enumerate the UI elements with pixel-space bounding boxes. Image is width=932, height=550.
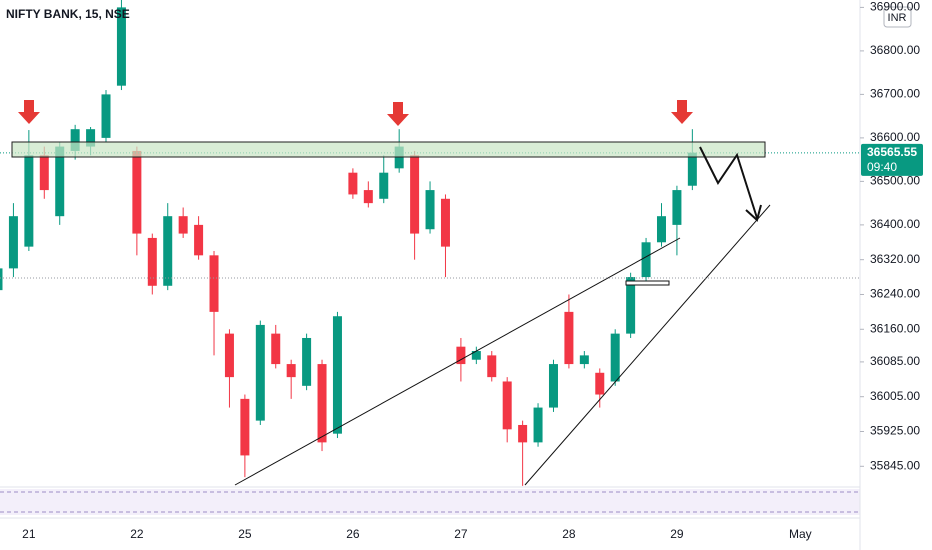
- candle-body: [687, 152, 697, 186]
- x-tick-label: May: [789, 527, 812, 541]
- candle-body: [302, 337, 312, 386]
- last-price-label: 36565.55: [867, 145, 917, 159]
- y-tick-label: 36900.00: [870, 0, 920, 14]
- candle-body: [656, 216, 666, 243]
- candle-body: [440, 198, 450, 247]
- candle-body: [348, 172, 358, 195]
- chart-title: NIFTY BANK, 15, NSE: [6, 7, 130, 21]
- candle-body: [471, 351, 481, 360]
- y-tick-label: 36600.00: [870, 130, 920, 144]
- candle-body: [194, 224, 204, 256]
- candle-body: [178, 216, 188, 234]
- y-tick-label: 36700.00: [870, 87, 920, 101]
- y-tick-label: 36005.00: [870, 389, 920, 403]
- last-price-tag: [861, 143, 923, 176]
- down-arrow: [671, 100, 693, 124]
- trendline: [234, 237, 681, 486]
- candle-body: [332, 316, 342, 434]
- y-tick-label: 35845.00: [870, 458, 920, 472]
- candle-body: [55, 146, 65, 217]
- axis-layer: 36900.00 36800.00 36700.00 36600.00 36500.00…: [22, 0, 923, 541]
- x-tick-label: 29: [670, 527, 684, 541]
- arrows: [18, 100, 693, 126]
- candle-body: [456, 346, 466, 365]
- candle-body: [518, 424, 528, 443]
- y-tick-label: 36500.00: [870, 174, 920, 188]
- candle-body: [379, 172, 389, 199]
- candle-body: [0, 268, 3, 291]
- candle-body: [487, 355, 497, 378]
- candle-body: [533, 407, 543, 443]
- x-tick-label: 28: [562, 527, 576, 541]
- projection-path: [699, 146, 758, 219]
- projection-arrowhead: [745, 204, 762, 222]
- candle-body: [579, 355, 589, 365]
- resistance-zone: [11, 141, 766, 158]
- candle-body: [286, 364, 296, 378]
- candle-body: [132, 150, 142, 234]
- down-arrow: [387, 102, 409, 126]
- candle-body: [564, 311, 574, 365]
- candle-body: [224, 333, 234, 378]
- x-tick-label: 22: [130, 527, 144, 541]
- trendline: [524, 204, 771, 486]
- candle-body: [502, 381, 512, 430]
- candle-body: [101, 94, 111, 138]
- down-arrow: [18, 100, 40, 124]
- candle-body: [548, 364, 558, 408]
- candle-body: [70, 129, 80, 151]
- x-tick-label: 21: [22, 527, 36, 541]
- candle-body: [271, 333, 281, 365]
- y-tick-label: 36800.00: [870, 43, 920, 57]
- y-tick-label: 35925.00: [870, 424, 920, 438]
- x-tick-label: 27: [454, 527, 468, 541]
- candle-body: [255, 324, 265, 421]
- currency: INR: [888, 12, 907, 24]
- candle-body: [363, 190, 373, 204]
- y-tick-label: 36320.00: [870, 252, 920, 266]
- candle-body: [626, 277, 636, 334]
- last-time-label: 09:40: [867, 160, 897, 174]
- candle-body: [86, 129, 96, 147]
- y-tick-label: 36085.00: [870, 354, 920, 368]
- y-tick-label: 36240.00: [870, 287, 920, 301]
- candle-body: [24, 155, 34, 247]
- candle-body: [672, 190, 682, 225]
- x-tick-label: 25: [238, 527, 252, 541]
- candle-body: [425, 190, 435, 230]
- candle-body: [610, 333, 620, 382]
- candle-body: [641, 242, 651, 278]
- y-tick-label: 36400.00: [870, 217, 920, 231]
- candle-body: [317, 364, 327, 443]
- candle-body: [209, 255, 219, 312]
- candle-body: [116, 7, 126, 86]
- currency-box[interactable]: [883, 6, 912, 28]
- x-tick-label: 26: [346, 527, 360, 541]
- rsi-band: [0, 489, 860, 515]
- candle-body: [410, 155, 420, 234]
- candle-body: [8, 216, 18, 269]
- support-mark: [625, 280, 670, 286]
- candle-body: [147, 237, 157, 286]
- candle-body: [163, 216, 173, 286]
- candle-body: [39, 155, 49, 191]
- y-tick-label: 36160.00: [870, 321, 920, 335]
- candle-body: [240, 398, 250, 456]
- candle-body: [595, 372, 605, 395]
